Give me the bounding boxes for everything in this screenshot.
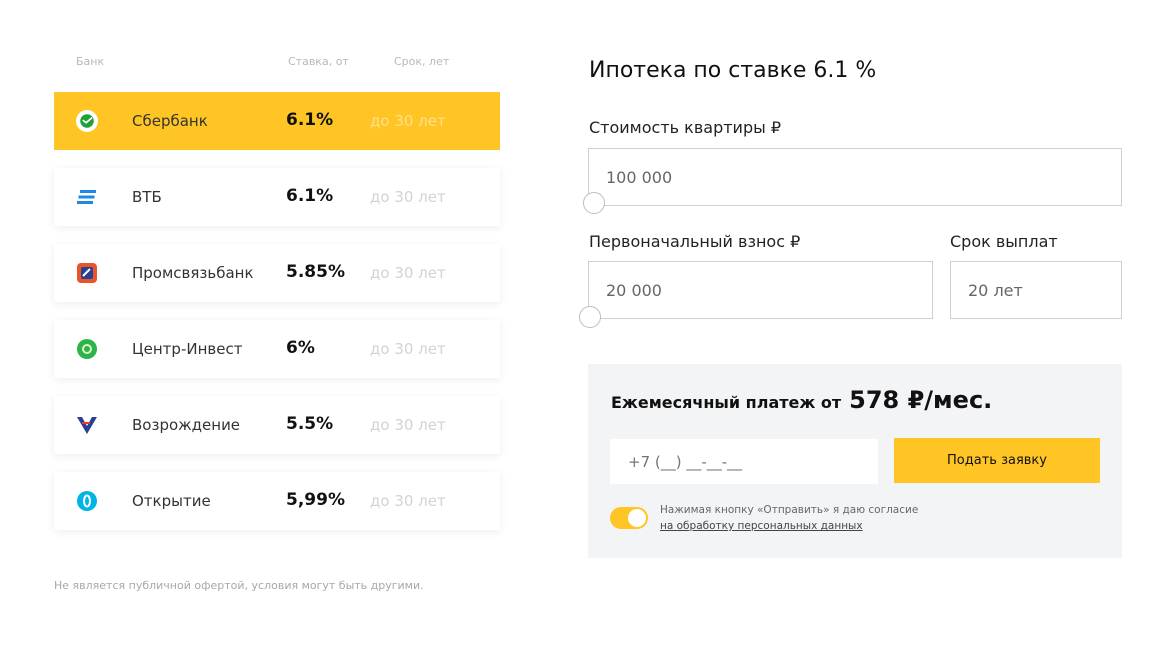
bank-rate: 6% (286, 338, 315, 358)
vtb-logo-icon (76, 186, 98, 208)
bank-term: до 30 лет (370, 416, 446, 434)
bank-term: до 30 лет (370, 264, 446, 282)
term-input[interactable] (950, 261, 1122, 319)
page-title: Ипотека по ставке 6.1 % (589, 58, 877, 83)
bank-row-otkrytie[interactable]: Открытие 5,99% до 30 лет (54, 472, 500, 530)
bank-rate: 5.5% (286, 414, 334, 434)
sberbank-logo-icon (76, 110, 98, 132)
bank-name: ВТБ (132, 188, 162, 206)
bank-term: до 30 лет (370, 340, 446, 358)
consent-text: Нажимая кнопку «Отправить» я даю согласи… (660, 502, 960, 534)
payment-panel: Ежемесячный платеж от 578 ₽/мес. Подать … (588, 364, 1122, 558)
bank-rate: 5,99% (286, 490, 345, 510)
price-input[interactable] (588, 148, 1122, 206)
psb-logo-icon (76, 262, 98, 284)
consent-toggle[interactable] (610, 507, 648, 529)
bank-row-psb[interactable]: Промсвязьбанк 5.85% до 30 лет (54, 244, 500, 302)
bank-rate: 5.85% (286, 262, 345, 282)
monthly-payment-value: 578 ₽/мес. (849, 386, 993, 414)
toggle-knob (628, 509, 646, 527)
bank-name: Сбербанк (132, 112, 208, 130)
bank-row-centr-invest[interactable]: Центр-Инвест 6% до 30 лет (54, 320, 500, 378)
term-label: Срок выплат (950, 232, 1058, 251)
price-slider-handle[interactable] (583, 192, 605, 214)
bank-name: Промсвязьбанк (132, 264, 254, 282)
table-header: Банк Ставка, от Срок, лет (54, 55, 500, 73)
monthly-payment: Ежемесячный платеж от 578 ₽/мес. (611, 386, 992, 414)
bank-term: до 30 лет (370, 492, 446, 510)
submit-button[interactable]: Подать заявку (894, 438, 1100, 483)
bank-name: Открытие (132, 492, 211, 510)
otkrytie-logo-icon (76, 490, 98, 512)
bank-rate: 6.1% (286, 110, 334, 130)
disclaimer: Не является публичной офертой, условия м… (54, 579, 424, 592)
monthly-payment-label: Ежемесячный платеж от (611, 393, 842, 412)
bank-row-sberbank[interactable]: Сбербанк 6.1% до 30 лет (54, 92, 500, 150)
bank-term: до 30 лет (370, 188, 446, 206)
bank-rate: 6.1% (286, 186, 334, 206)
centr-invest-logo-icon (76, 338, 98, 360)
down-payment-slider-handle[interactable] (579, 306, 601, 328)
consent-label: Нажимая кнопку «Отправить» я даю согласи… (660, 504, 919, 516)
consent-link[interactable]: на обработку персональных данных (660, 520, 863, 532)
bank-table: Банк Ставка, от Срок, лет Сбербанк 6.1% … (54, 55, 500, 530)
bank-row-vtb[interactable]: ВТБ 6.1% до 30 лет (54, 168, 500, 226)
header-term: Срок, лет (394, 55, 450, 68)
bank-term: до 30 лет (370, 112, 446, 130)
bank-name: Возрождение (132, 416, 241, 434)
down-payment-label: Первоначальный взнос ₽ (589, 232, 801, 251)
bank-row-vozrozhdenie[interactable]: Возрождение 5.5% до 30 лет (54, 396, 500, 454)
header-rate: Ставка, от (288, 55, 349, 68)
vozrozhdenie-logo-icon (76, 414, 98, 436)
down-payment-input[interactable] (588, 261, 933, 319)
price-label: Стоимость квартиры ₽ (589, 118, 781, 137)
header-bank: Банк (76, 55, 105, 68)
phone-input[interactable] (610, 439, 878, 484)
bank-name: Центр-Инвест (132, 340, 243, 358)
